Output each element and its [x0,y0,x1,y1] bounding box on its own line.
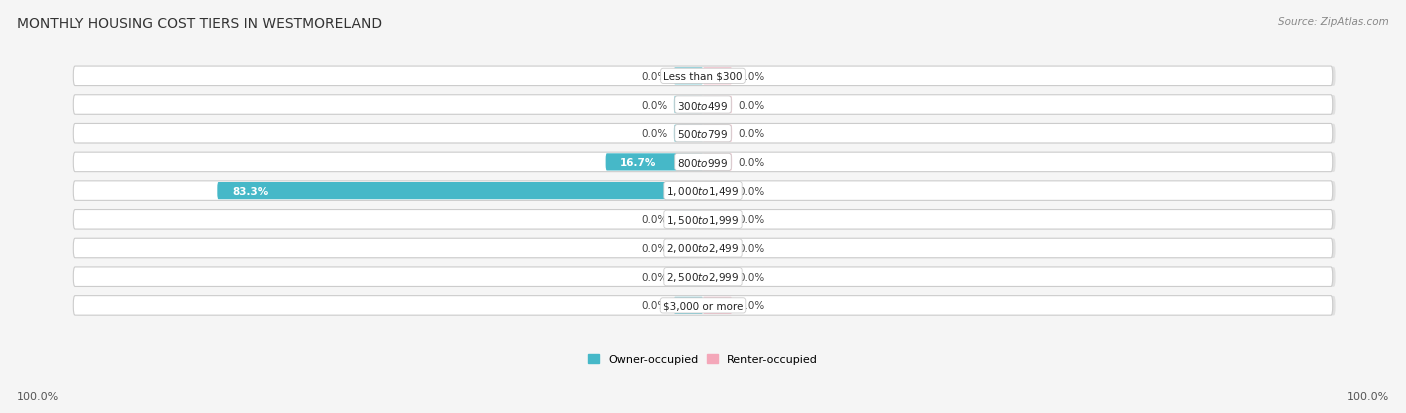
Text: 0.0%: 0.0% [738,215,765,225]
FancyBboxPatch shape [703,68,733,85]
FancyBboxPatch shape [673,211,703,228]
FancyBboxPatch shape [703,240,733,257]
FancyBboxPatch shape [703,154,733,171]
Text: $2,500 to $2,999: $2,500 to $2,999 [666,271,740,283]
Text: 0.0%: 0.0% [738,272,765,282]
FancyBboxPatch shape [703,183,733,200]
FancyBboxPatch shape [73,267,1333,287]
FancyBboxPatch shape [703,125,733,142]
FancyBboxPatch shape [76,182,1336,201]
Text: 0.0%: 0.0% [738,301,765,311]
Text: $1,000 to $1,499: $1,000 to $1,499 [666,185,740,198]
FancyBboxPatch shape [606,154,703,171]
Text: 0.0%: 0.0% [738,100,765,110]
FancyBboxPatch shape [673,97,703,114]
Text: $2,000 to $2,499: $2,000 to $2,499 [666,242,740,255]
Text: $3,000 or more: $3,000 or more [662,301,744,311]
FancyBboxPatch shape [703,268,733,286]
FancyBboxPatch shape [73,181,1333,201]
Text: 0.0%: 0.0% [738,71,765,82]
Text: $1,500 to $1,999: $1,500 to $1,999 [666,213,740,226]
Text: 0.0%: 0.0% [641,100,668,110]
FancyBboxPatch shape [73,67,1333,86]
FancyBboxPatch shape [73,124,1333,144]
Text: $800 to $999: $800 to $999 [678,157,728,169]
FancyBboxPatch shape [76,268,1336,287]
FancyBboxPatch shape [73,210,1333,230]
FancyBboxPatch shape [218,183,703,200]
Text: 0.0%: 0.0% [641,243,668,254]
FancyBboxPatch shape [703,297,733,314]
Text: $500 to $799: $500 to $799 [678,128,728,140]
Text: 0.0%: 0.0% [738,186,765,196]
Text: Less than $300: Less than $300 [664,71,742,82]
Text: MONTHLY HOUSING COST TIERS IN WESTMORELAND: MONTHLY HOUSING COST TIERS IN WESTMORELA… [17,17,382,31]
Legend: Owner-occupied, Renter-occupied: Owner-occupied, Renter-occupied [583,349,823,369]
Text: 0.0%: 0.0% [738,243,765,254]
Text: 0.0%: 0.0% [641,301,668,311]
FancyBboxPatch shape [76,67,1336,87]
FancyBboxPatch shape [76,96,1336,115]
FancyBboxPatch shape [76,124,1336,144]
FancyBboxPatch shape [76,210,1336,230]
FancyBboxPatch shape [76,296,1336,316]
Text: 0.0%: 0.0% [641,129,668,139]
FancyBboxPatch shape [703,97,733,114]
Text: $300 to $499: $300 to $499 [678,99,728,111]
FancyBboxPatch shape [76,239,1336,259]
FancyBboxPatch shape [673,268,703,286]
FancyBboxPatch shape [673,297,703,314]
Text: 0.0%: 0.0% [641,215,668,225]
Text: Source: ZipAtlas.com: Source: ZipAtlas.com [1278,17,1389,26]
FancyBboxPatch shape [76,153,1336,173]
FancyBboxPatch shape [673,68,703,85]
FancyBboxPatch shape [703,211,733,228]
Text: 100.0%: 100.0% [17,391,59,401]
Text: 0.0%: 0.0% [641,272,668,282]
FancyBboxPatch shape [73,95,1333,115]
Text: 0.0%: 0.0% [738,157,765,168]
Text: 0.0%: 0.0% [641,71,668,82]
FancyBboxPatch shape [73,153,1333,172]
Text: 16.7%: 16.7% [620,157,657,168]
Text: 0.0%: 0.0% [738,129,765,139]
Text: 100.0%: 100.0% [1347,391,1389,401]
FancyBboxPatch shape [673,125,703,142]
Text: 83.3%: 83.3% [232,186,269,196]
FancyBboxPatch shape [73,296,1333,316]
FancyBboxPatch shape [73,239,1333,258]
FancyBboxPatch shape [673,240,703,257]
